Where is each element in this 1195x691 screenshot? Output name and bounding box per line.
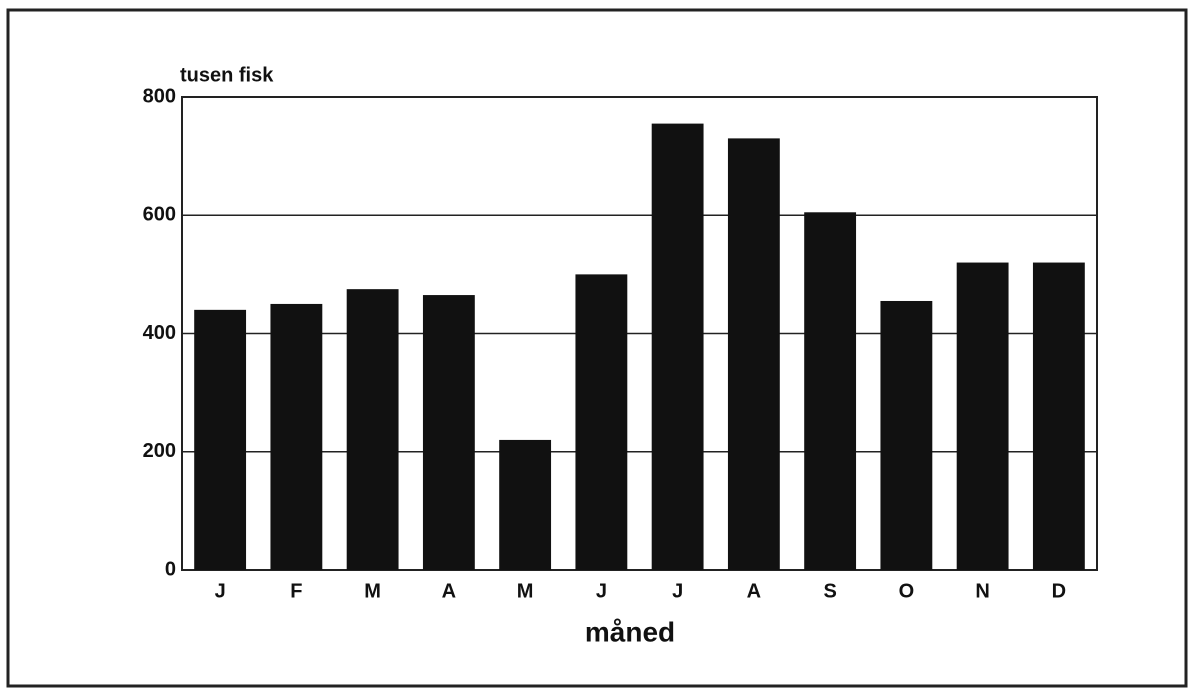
bar xyxy=(651,123,704,570)
x-tick-label: M xyxy=(364,580,381,602)
x-axis-label: måned xyxy=(585,616,675,647)
y-tick-label: 400 xyxy=(143,322,176,344)
bar xyxy=(346,289,399,570)
bar xyxy=(1032,262,1085,570)
x-tick-label: A xyxy=(442,580,456,602)
x-tick-label: F xyxy=(290,580,302,602)
y-axis-label: tusen fisk xyxy=(180,64,274,86)
y-tick-label: 200 xyxy=(143,440,176,462)
x-tick-label: N xyxy=(975,580,989,602)
x-tick-label: A xyxy=(747,580,761,602)
bar xyxy=(804,212,857,570)
bar xyxy=(727,138,780,570)
y-tick-label: 800 xyxy=(143,85,176,107)
y-tick-label: 600 xyxy=(143,204,176,226)
x-tick-label: J xyxy=(596,580,607,602)
x-tick-label: J xyxy=(672,580,683,602)
x-tick-label: M xyxy=(517,580,534,602)
bar xyxy=(422,295,475,570)
x-tick-label: J xyxy=(215,580,226,602)
bar xyxy=(880,300,933,570)
x-tick-label: O xyxy=(899,580,915,602)
bar xyxy=(575,274,628,570)
outer-border xyxy=(6,8,1188,688)
x-tick-label: D xyxy=(1052,580,1066,602)
x-tick-label: S xyxy=(823,580,836,602)
bar xyxy=(956,262,1009,570)
y-tick-label: 0 xyxy=(165,558,176,580)
bar xyxy=(270,303,323,570)
bar xyxy=(194,309,247,570)
bar xyxy=(499,439,552,570)
